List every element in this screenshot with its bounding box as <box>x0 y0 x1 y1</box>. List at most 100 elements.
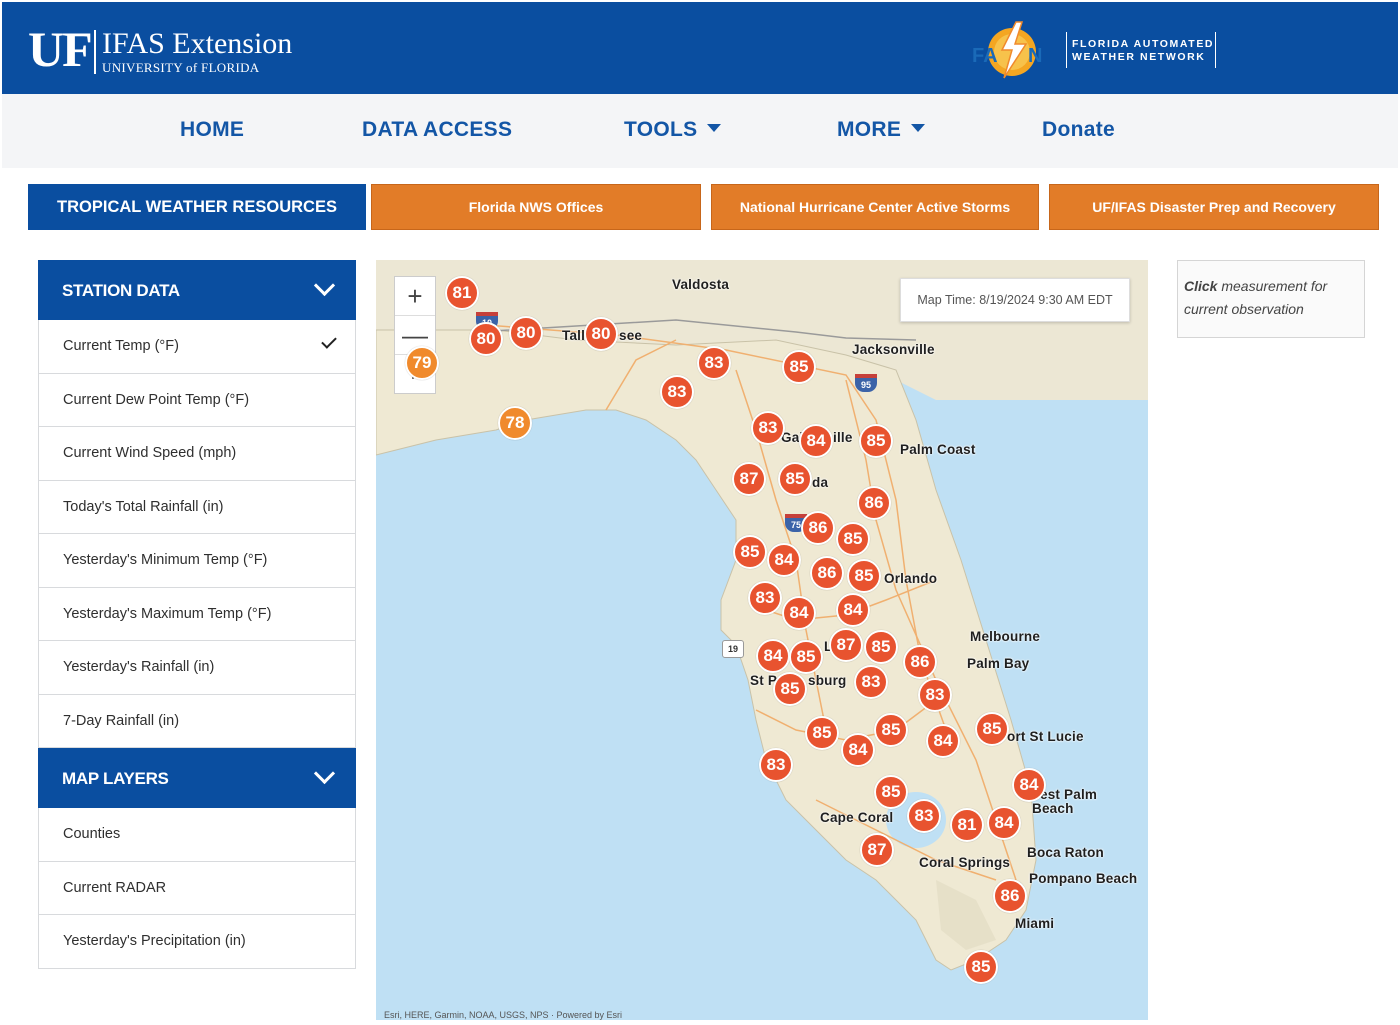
station-marker[interactable]: 80 <box>469 322 503 356</box>
station-marker[interactable]: 83 <box>854 665 888 699</box>
station-marker[interactable]: 80 <box>584 317 618 351</box>
org-title[interactable]: IFAS Extension <box>102 27 293 60</box>
fawn-divider-right <box>1215 32 1216 68</box>
sidebar-item-label: Current Wind Speed (mph) <box>63 445 237 461</box>
sidebar-item-current-temp[interactable]: Current Temp (°F) <box>38 320 356 374</box>
station-marker[interactable]: 85 <box>733 535 767 569</box>
station-marker[interactable]: 78 <box>498 406 532 440</box>
map-layers-title: MAP LAYERS <box>62 769 169 788</box>
uf-logo[interactable]: UF <box>28 21 93 77</box>
station-marker[interactable]: 79 <box>405 346 439 380</box>
station-marker[interactable]: 85 <box>975 712 1009 746</box>
station-marker[interactable]: 83 <box>918 678 952 712</box>
checkmark-icon <box>321 333 337 349</box>
map-layers-header[interactable]: MAP LAYERS <box>38 748 356 808</box>
interstate-shield: 95 <box>855 374 877 392</box>
city-label: est Palm <box>1040 787 1098 802</box>
nav-tools[interactable]: TOOLS <box>624 118 722 142</box>
station-marker[interactable]: 85 <box>847 559 881 593</box>
station-marker[interactable]: 85 <box>773 672 807 706</box>
layer-item-label: Counties <box>63 826 121 842</box>
station-marker[interactable]: 85 <box>874 713 908 747</box>
station-marker[interactable]: 85 <box>789 640 823 674</box>
station-marker[interactable]: 86 <box>993 879 1027 913</box>
station-marker[interactable]: 86 <box>903 645 937 679</box>
station-marker[interactable]: 85 <box>782 350 816 384</box>
city-label: Valdosta <box>672 277 730 292</box>
layer-item-radar[interactable]: Current RADAR <box>38 861 356 915</box>
nhc-active-storms-button[interactable]: National Hurricane Center Active Storms <box>711 184 1039 230</box>
nav-more[interactable]: MORE <box>837 118 926 142</box>
station-marker[interactable]: 84 <box>836 593 870 627</box>
station-marker[interactable]: 85 <box>836 522 870 556</box>
fawn-logo[interactable]: FA N <box>970 20 1054 80</box>
sidebar-item-today-rainfall[interactable]: Today's Total Rainfall (in) <box>38 480 356 534</box>
station-marker[interactable]: 84 <box>987 806 1021 840</box>
layer-item-counties[interactable]: Counties <box>38 808 356 862</box>
station-marker[interactable]: 87 <box>860 833 894 867</box>
fawn-logo-letters: FA <box>972 45 998 67</box>
sidebar-item-label: Current Temp (°F) <box>63 338 179 354</box>
fawn-divider <box>1066 32 1067 68</box>
station-marker[interactable]: 84 <box>1012 768 1046 802</box>
layer-item-label: Yesterday's Precipitation (in) <box>63 933 246 949</box>
map-attribution[interactable]: Esri, HERE, Garmin, NOAA, USGS, NPS · Po… <box>384 1010 623 1020</box>
station-marker[interactable]: 84 <box>756 639 790 673</box>
florida-nws-offices-button[interactable]: Florida NWS Offices <box>371 184 701 230</box>
city-label: Miami <box>1015 916 1055 931</box>
layer-item-yesterday-precip[interactable]: Yesterday's Precipitation (in) <box>38 915 356 969</box>
station-marker[interactable]: 80 <box>509 316 543 350</box>
station-marker[interactable]: 84 <box>782 596 816 630</box>
station-marker[interactable]: 85 <box>778 462 812 496</box>
disaster-prep-button[interactable]: UF/IFAS Disaster Prep and Recovery <box>1049 184 1379 230</box>
sidebar-item-dew-point[interactable]: Current Dew Point Temp (°F) <box>38 373 356 427</box>
station-data-header[interactable]: STATION DATA <box>38 260 356 320</box>
station-marker[interactable]: 81 <box>950 808 984 842</box>
city-label: sburg <box>808 673 847 688</box>
station-marker[interactable]: 83 <box>751 411 785 445</box>
station-marker[interactable]: 83 <box>660 375 694 409</box>
fawn-name-line1: FLORIDA AUTOMATED <box>1072 38 1215 50</box>
tropical-weather-resources-button[interactable]: TROPICAL WEATHER RESOURCES <box>28 184 366 230</box>
station-marker[interactable]: 83 <box>697 346 731 380</box>
sidebar-item-wind-speed[interactable]: Current Wind Speed (mph) <box>38 427 356 481</box>
nav-more-label: MORE <box>837 118 902 141</box>
station-marker[interactable]: 85 <box>805 716 839 750</box>
station-marker[interactable]: 83 <box>759 748 793 782</box>
station-marker[interactable]: 84 <box>841 733 875 767</box>
nav-home[interactable]: HOME <box>180 118 245 141</box>
station-marker[interactable]: 86 <box>810 556 844 590</box>
station-data-title: STATION DATA <box>62 281 180 300</box>
station-marker[interactable]: 83 <box>748 581 782 615</box>
nav-tools-label: TOOLS <box>624 118 698 141</box>
station-marker[interactable]: 84 <box>767 543 801 577</box>
nav-data-access[interactable]: DATA ACCESS <box>362 118 513 141</box>
zoom-in-button[interactable]: + <box>395 277 435 316</box>
station-marker[interactable]: 85 <box>859 424 893 458</box>
station-marker[interactable]: 84 <box>799 424 833 458</box>
station-marker[interactable]: 87 <box>829 628 863 662</box>
nav-donate[interactable]: Donate <box>1042 118 1115 141</box>
sidebar-item-label: 7-Day Rainfall (in) <box>63 712 180 729</box>
chevron-down-icon <box>313 274 336 297</box>
station-marker[interactable]: 85 <box>964 950 998 984</box>
station-map[interactable]: + — II Map Time: 8/19/2024 9:30 AM EDT V… <box>376 260 1148 1020</box>
sidebar-item-label: Today's Total Rainfall (in) <box>63 498 224 515</box>
city-label: Jacksonville <box>852 342 935 357</box>
station-marker[interactable]: 81 <box>445 276 479 310</box>
sidebar-item-yesterday-rainfall[interactable]: Yesterday's Rainfall (in) <box>38 641 356 695</box>
station-marker[interactable]: 85 <box>864 630 898 664</box>
city-label: Gai <box>781 430 804 445</box>
sidebar-item-7-day-rainfall[interactable]: 7-Day Rainfall (in) <box>38 694 356 748</box>
sidebar-item-yesterday-min-temp[interactable]: Yesterday's Minimum Temp (°F) <box>38 534 356 588</box>
sidebar: STATION DATA Current Temp (°F) Current D… <box>38 260 356 969</box>
us-highway-shield: 19 <box>722 640 744 658</box>
station-marker[interactable]: 87 <box>732 462 766 496</box>
station-marker[interactable]: 86 <box>857 486 891 520</box>
station-marker[interactable]: 84 <box>926 724 960 758</box>
sidebar-item-yesterday-max-temp[interactable]: Yesterday's Maximum Temp (°F) <box>38 587 356 641</box>
station-marker[interactable]: 83 <box>907 799 941 833</box>
station-marker[interactable]: 85 <box>874 775 908 809</box>
station-marker[interactable]: 86 <box>801 511 835 545</box>
svg-text:N: N <box>1028 45 1042 67</box>
